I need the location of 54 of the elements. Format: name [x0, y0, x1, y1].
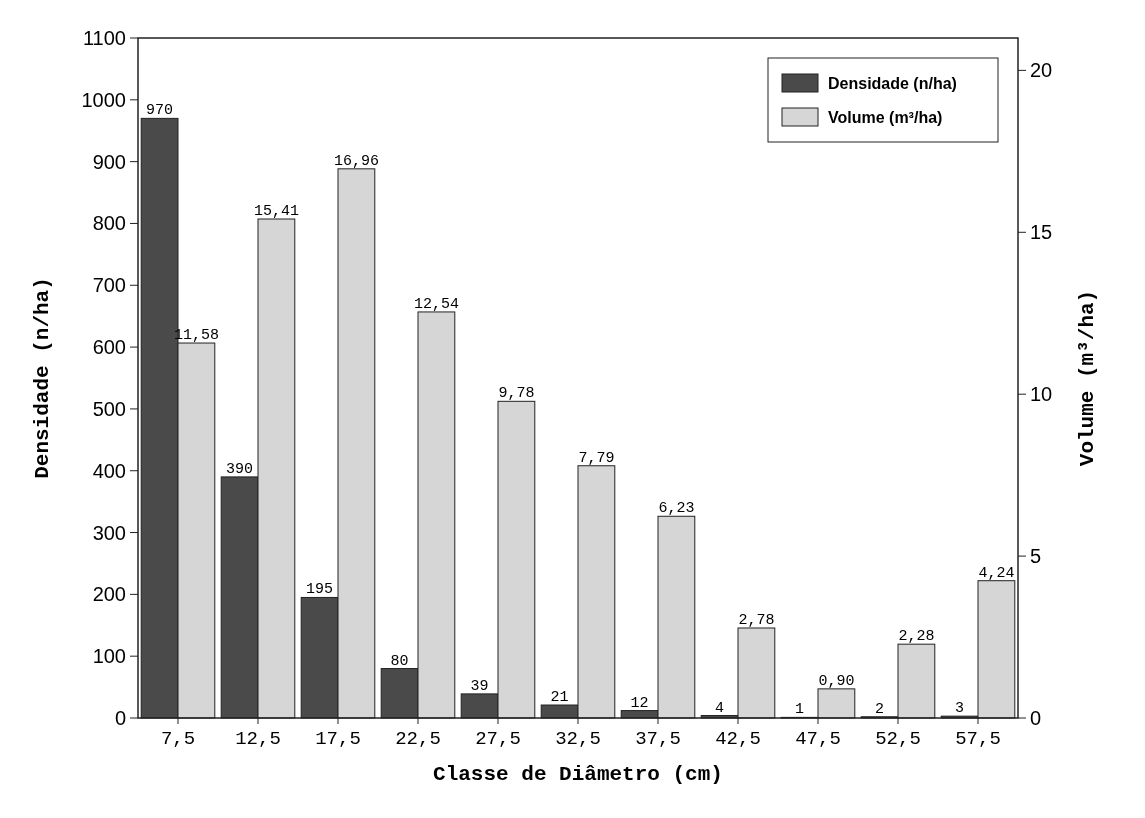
x-tick-label: 7,5: [160, 728, 196, 750]
legend-label: Volume (m³/ha): [828, 108, 943, 126]
y2-tick-label: 5: [1030, 545, 1042, 568]
y-tick-label: 800: [92, 212, 126, 235]
data-label: 195: [306, 581, 334, 599]
x-tick-label: 32,5: [555, 728, 601, 750]
y-tick-label: 1000: [81, 88, 126, 111]
x-tick-label: 17,5: [315, 728, 361, 750]
data-label: 2: [875, 700, 885, 718]
y2-tick-label: 15: [1030, 221, 1053, 244]
x-tick-label: 27,5: [475, 728, 521, 750]
data-label: 2,78: [738, 611, 775, 629]
y-tick-label: 300: [92, 521, 126, 544]
x-tick-label: 52,5: [875, 728, 921, 750]
y-tick-label: 100: [92, 645, 126, 668]
data-label: 4,24: [978, 564, 1015, 582]
y-tick-label: 0: [114, 707, 126, 729]
x-tick-label: 42,5: [715, 728, 761, 750]
y2-tick-label: 10: [1030, 383, 1053, 406]
data-label: 16,96: [333, 152, 379, 170]
data-label: 1: [795, 701, 805, 719]
x-tick-label: 47,5: [795, 728, 841, 750]
y2-axis-title: Volume (m³/ha): [1076, 289, 1099, 467]
x-tick-label: 22,5: [395, 728, 441, 750]
y2-tick-label: 0: [1030, 707, 1042, 729]
x-tick-label: 57,5: [955, 728, 1001, 750]
data-label: 970: [146, 102, 174, 120]
data-label: 3: [955, 700, 965, 718]
x-tick-label: 37,5: [635, 728, 681, 750]
y-tick-label: 900: [92, 150, 126, 173]
data-label: 12,54: [413, 295, 459, 313]
x-tick-label: 12,5: [235, 728, 281, 750]
data-label: 390: [226, 460, 254, 478]
y-tick-label: 600: [92, 336, 126, 359]
data-label: 21: [550, 689, 569, 707]
data-label: 4: [715, 699, 725, 717]
data-label: 2,28: [898, 628, 935, 646]
y2-tick-label: 20: [1030, 59, 1053, 82]
data-label: 6,23: [658, 500, 695, 518]
legend-label: Densidade (n/ha): [828, 74, 957, 92]
x-axis-title: Classe de Diâmetro (cm): [433, 763, 723, 786]
y-tick-label: 700: [92, 274, 126, 297]
y-axis-title: Densidade (n/ha): [31, 277, 54, 479]
data-label: 39: [470, 677, 489, 695]
data-label: 9,78: [498, 385, 535, 403]
data-label: 0,90: [818, 672, 855, 690]
data-label: 15,41: [253, 203, 299, 221]
y-tick-label: 1100: [82, 27, 126, 49]
data-label: 80: [390, 652, 409, 670]
y-tick-label: 200: [92, 583, 126, 606]
data-label: 12: [630, 694, 649, 712]
y-tick-label: 500: [92, 397, 126, 420]
y-tick-label: 400: [92, 459, 126, 482]
data-label: 7,79: [578, 449, 615, 467]
